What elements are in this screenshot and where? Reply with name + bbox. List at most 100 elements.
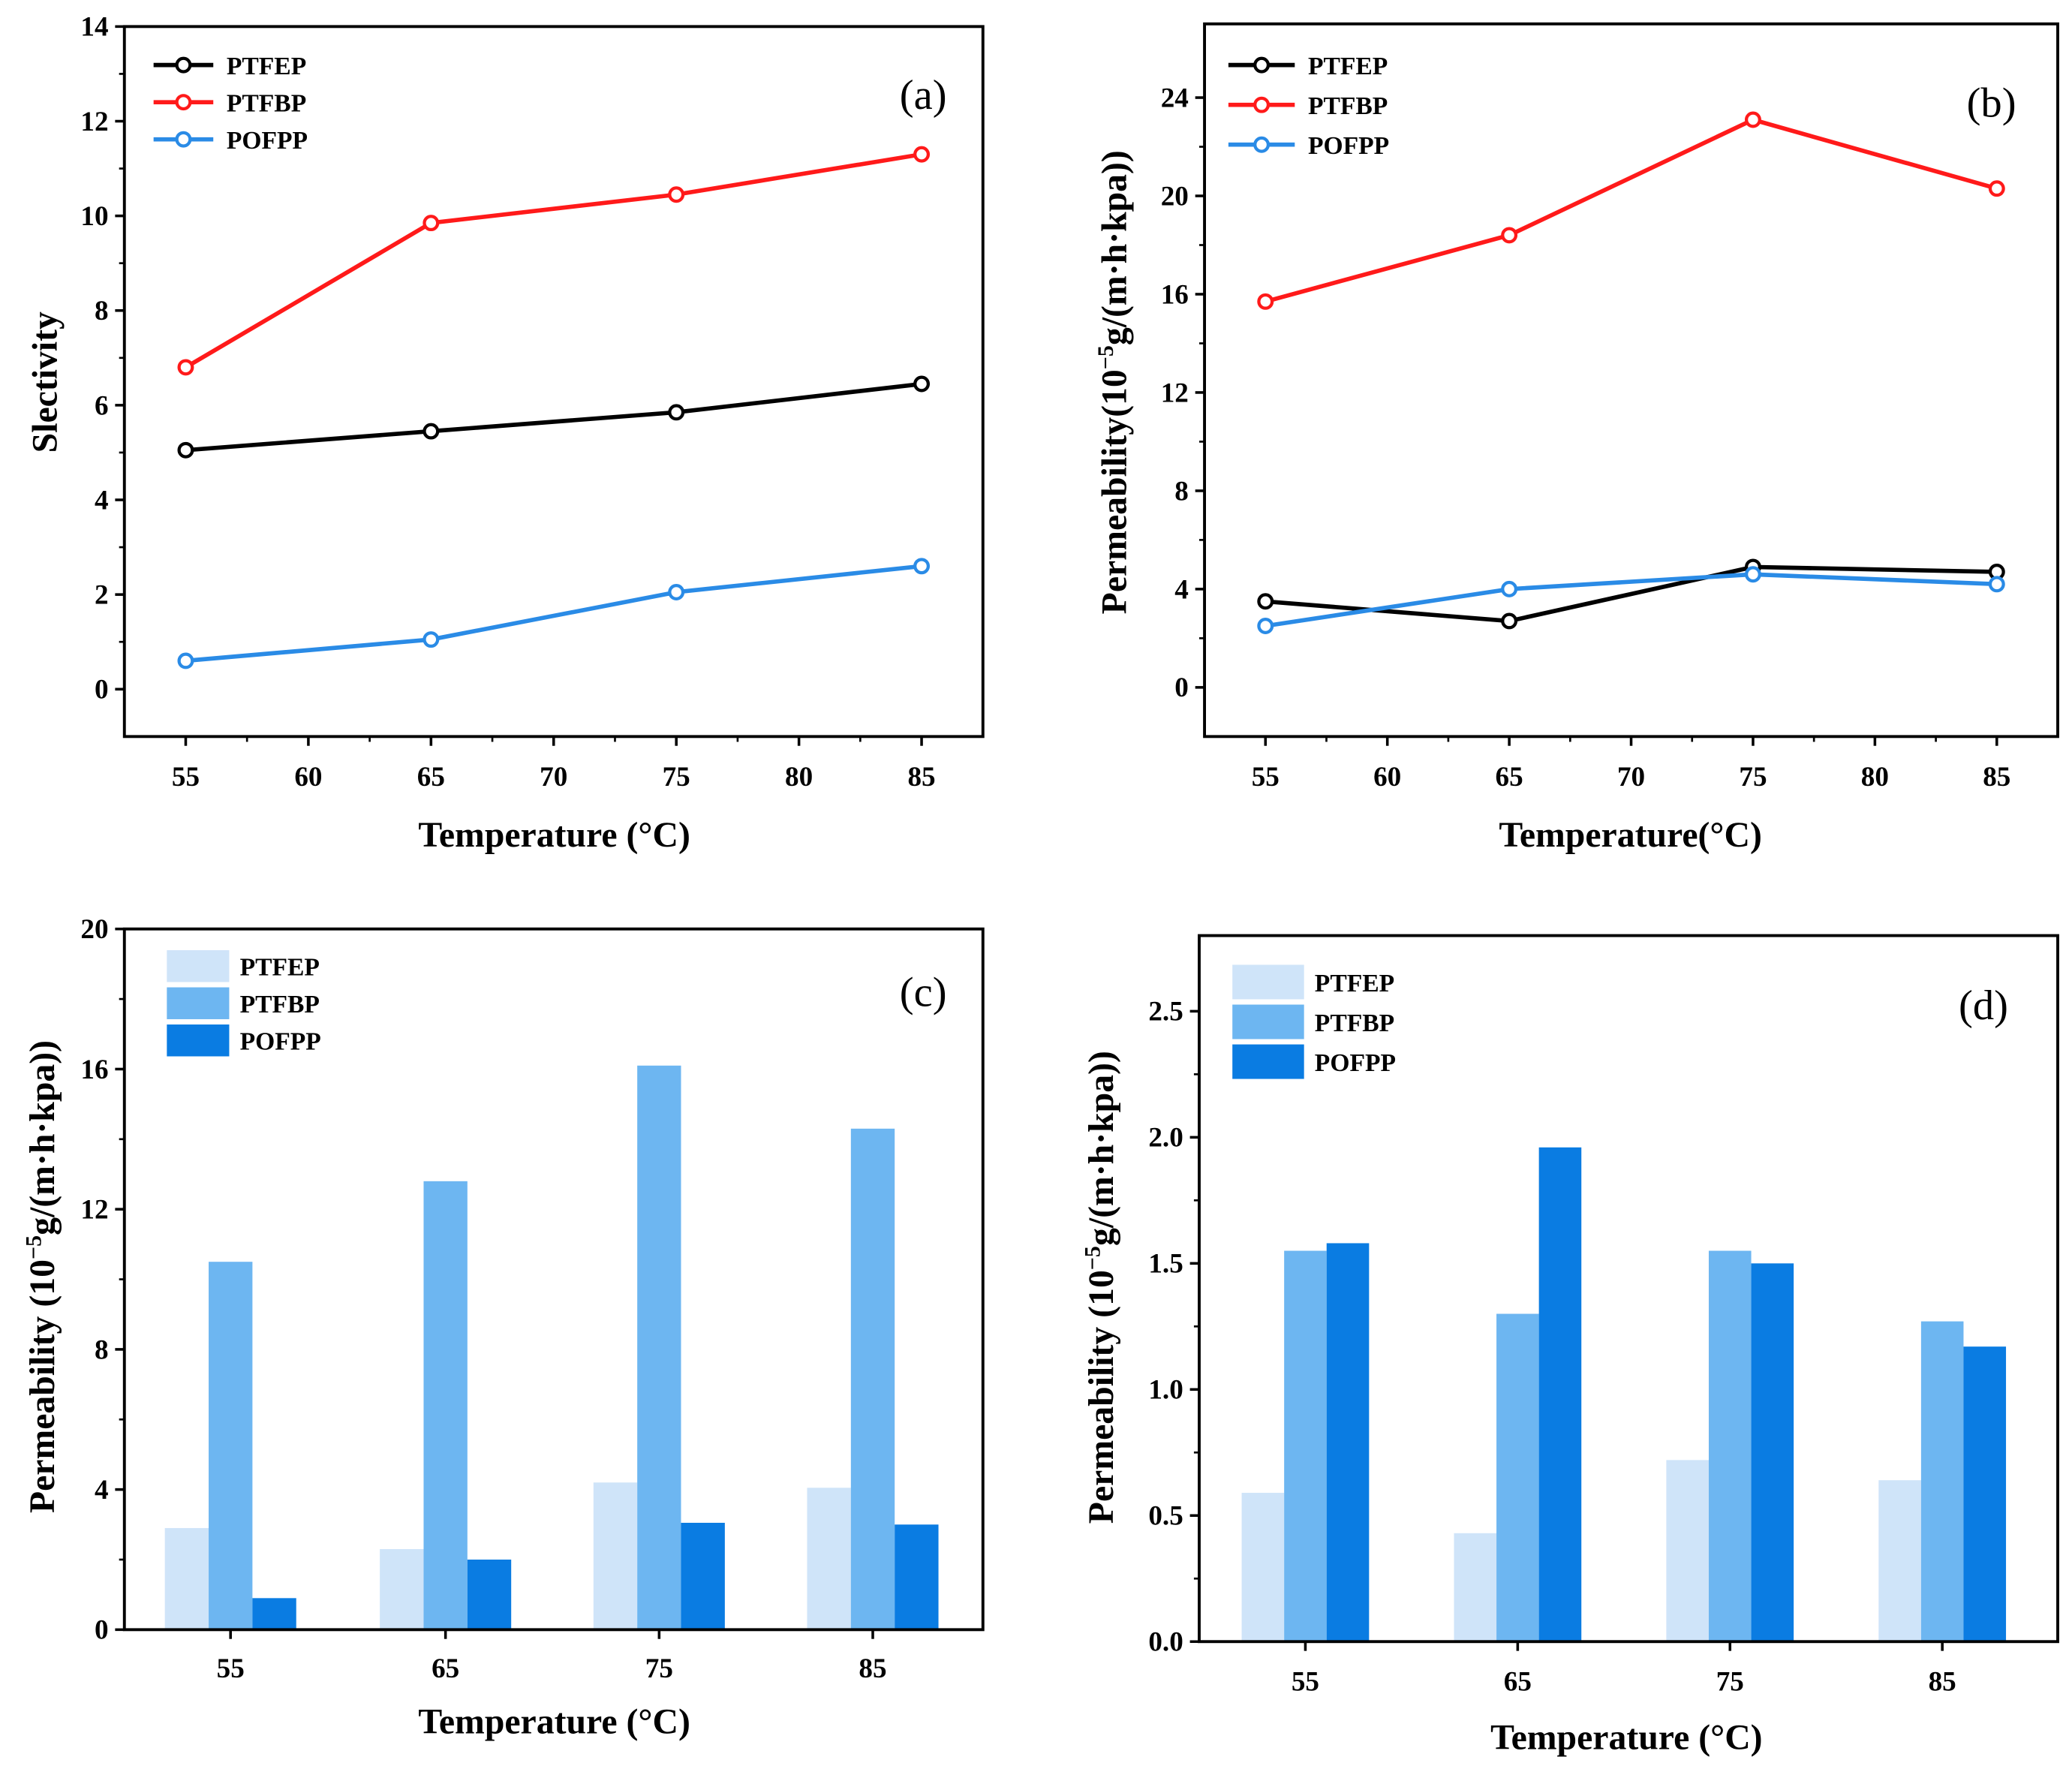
y-tick-label: 0.0 xyxy=(1148,1627,1183,1658)
legend-marker-pofpp xyxy=(175,131,192,148)
x-axis-title: Temperature (°C) xyxy=(418,1701,690,1741)
x-axis-title: Temperature (°C) xyxy=(418,815,690,855)
bar-ptfep-55 xyxy=(1241,1493,1285,1642)
data-point-ptfep-55 xyxy=(177,441,194,459)
series-line-ptfep xyxy=(1265,564,1997,624)
data-point-ptfbp-85 xyxy=(913,146,931,163)
bar-pofpp-65 xyxy=(1538,1147,1582,1642)
y-tick-label: 4 xyxy=(1174,574,1189,605)
y-tick-label: 2 xyxy=(95,580,109,611)
y-axis-title-unit: g/(m·h·kpa)) xyxy=(1095,150,1135,345)
bar-pofpp-75 xyxy=(1751,1263,1794,1642)
y-tick-label: 16 xyxy=(80,1054,108,1085)
legend-swatch-ptfbp xyxy=(167,987,230,1019)
x-tick-label: 55 xyxy=(172,762,200,793)
panel-label: (d) xyxy=(1959,982,2008,1029)
y-tick-label: 0 xyxy=(1174,672,1189,703)
data-point-ptfep-85 xyxy=(913,375,931,393)
legend-swatch-ptfep xyxy=(167,950,230,982)
bar-pofpp-55 xyxy=(252,1598,296,1630)
bar-ptfep-85 xyxy=(807,1488,851,1630)
bar-ptfbp-55 xyxy=(1284,1250,1327,1642)
y-tick-label: 12 xyxy=(80,107,108,137)
series-line-ptfbp xyxy=(1265,117,1998,304)
bar-pofpp-85 xyxy=(1963,1346,2007,1642)
legend-marker-ptfep xyxy=(1253,56,1271,74)
bar-ptfep-65 xyxy=(380,1548,424,1630)
bar-pofpp-75 xyxy=(681,1522,725,1630)
series-line-ptfep xyxy=(185,381,922,453)
data-point-ptfep-75 xyxy=(668,404,685,421)
legend-swatch-ptfbp xyxy=(1232,1004,1304,1039)
bar-pofpp-85 xyxy=(895,1524,939,1630)
x-tick-label: 80 xyxy=(785,762,813,793)
bar-ptfbp-85 xyxy=(850,1128,895,1630)
y-tick-label: 10 xyxy=(80,201,108,232)
data-point-ptfbp-75 xyxy=(668,186,685,203)
plot-frame xyxy=(1198,934,2059,1644)
legend-label: PTFEP xyxy=(1315,970,1394,997)
bar-ptfep-75 xyxy=(1666,1460,1709,1642)
y-axis-title: Slectivity xyxy=(26,311,65,453)
x-tick-label: 60 xyxy=(294,762,322,793)
y-tick-label: 16 xyxy=(1161,279,1189,310)
x-tick-label: 55 xyxy=(217,1653,245,1684)
x-tick-label: 65 xyxy=(432,1653,459,1684)
legend-label: POFPP xyxy=(1308,132,1389,160)
panel-label: (a) xyxy=(900,72,947,119)
panel-label: (c) xyxy=(900,969,947,1015)
bar-pofpp-65 xyxy=(467,1559,512,1630)
legend-marker-ptfbp xyxy=(1253,96,1271,113)
x-tick-label: 55 xyxy=(1292,1667,1319,1698)
y-tick-label: 14 xyxy=(80,12,108,43)
y-axis-title-superscript: −5 xyxy=(20,1235,46,1259)
y-tick-label: 24 xyxy=(1161,83,1189,113)
y-tick-label: 2.0 xyxy=(1148,1123,1183,1154)
y-tick-label: 8 xyxy=(95,296,109,326)
x-tick-label: 60 xyxy=(1373,762,1401,793)
x-tick-label: 65 xyxy=(417,762,445,793)
panel-b: 0 4 8 12 16 20 24 55 60 65 70 75 80 85 PTFEP PTFBP POFPP… xyxy=(1093,22,2059,855)
data-point-ptfbp-55 xyxy=(177,359,194,376)
data-point-ptfbp-65 xyxy=(423,215,440,232)
data-point-ptfep-65 xyxy=(423,423,440,440)
legend-swatch-ptfep xyxy=(1232,964,1304,1000)
bar-ptfbp-65 xyxy=(1496,1313,1539,1642)
data-point-ptfep-65 xyxy=(1501,612,1518,630)
panel-label: (b) xyxy=(1967,80,2016,127)
y-axis-title-main: Permeability (10 xyxy=(1081,1270,1121,1524)
data-point-pofpp-75 xyxy=(1744,566,1761,583)
data-point-pofpp-55 xyxy=(177,652,194,669)
legend: PTFEP PTFBP POFPP xyxy=(167,950,321,1057)
legend-swatch-pofpp xyxy=(1232,1044,1304,1079)
y-tick-label: 20 xyxy=(1161,181,1189,212)
data-point-pofpp-55 xyxy=(1257,618,1274,634)
data-point-pofpp-65 xyxy=(1501,580,1518,597)
x-axis-title: Temperature(°C) xyxy=(1499,815,1762,855)
legend-label: PTFBP xyxy=(240,991,320,1018)
legend-label: PTFEP xyxy=(227,53,306,80)
y-tick-label: 12 xyxy=(80,1195,108,1226)
y-tick-label: 1.5 xyxy=(1148,1249,1183,1280)
y-axis-title-superscript: −5 xyxy=(1079,1246,1105,1270)
y-tick-label: 0.5 xyxy=(1148,1501,1183,1532)
series-line-pofpp xyxy=(1265,572,1997,628)
y-axis-title-superscript: −5 xyxy=(1093,345,1118,369)
y-tick-label: 2.5 xyxy=(1148,997,1183,1027)
x-tick-label: 85 xyxy=(1929,1667,1956,1698)
x-tick-label: 70 xyxy=(1617,762,1645,793)
y-axis-title: Permeability (10−5g/(m·h·kpa)) xyxy=(1079,1051,1121,1524)
y-axis-title-unit: g/(m·h·kpa)) xyxy=(23,1040,62,1235)
legend-marker-ptfbp xyxy=(175,94,192,111)
panel-d: 0.0 0.5 1.0 1.5 2.0 2.5 55 65 75 85 PTFEP PTFBP POFP… xyxy=(1079,934,2059,1757)
panel-c: 0 4 8 12 16 20 55 65 75 85 PTFEP PTFBP POFPP (c) Tempe… xyxy=(20,914,985,1741)
legend-label: POFPP xyxy=(227,127,308,155)
legend-marker-pofpp xyxy=(1253,136,1271,153)
y-tick-label: 8 xyxy=(95,1334,109,1365)
data-point-ptfep-55 xyxy=(1257,593,1274,610)
x-tick-label: 75 xyxy=(663,762,690,793)
bar-ptfep-85 xyxy=(1878,1480,1921,1642)
bar-pofpp-55 xyxy=(1326,1243,1370,1642)
legend-label: POFPP xyxy=(240,1028,321,1056)
y-tick-label: 12 xyxy=(1161,378,1189,408)
